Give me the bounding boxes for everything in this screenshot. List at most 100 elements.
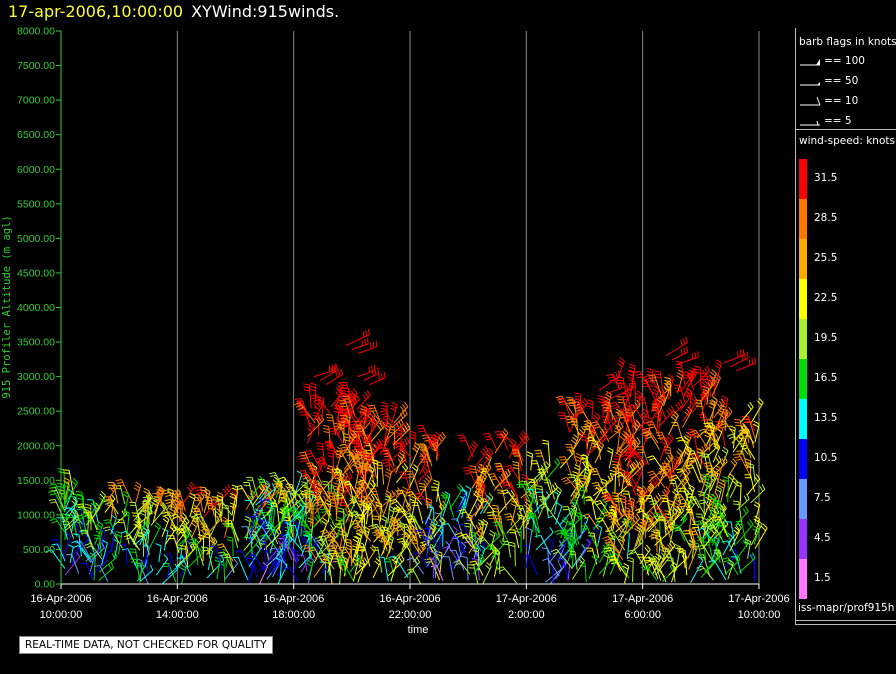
quality-notice: REAL-TIME DATA, NOT CHECKED FOR QUALITY (19, 636, 273, 654)
wind-barb (747, 463, 756, 483)
wind-barb (750, 397, 764, 423)
wind-barb (244, 499, 258, 522)
wind-barb (433, 431, 446, 452)
y-tick-label: 7000.00 (17, 95, 55, 107)
wind-barb (714, 359, 723, 387)
wind-barb (627, 556, 634, 583)
wind-barb (614, 471, 632, 487)
wind-barb (723, 349, 745, 364)
wind-barb (400, 486, 409, 509)
wind-barb (123, 534, 141, 551)
wind-barb (688, 543, 698, 570)
wind-barb (468, 527, 484, 554)
wind-barb (729, 425, 736, 449)
wind-barb (661, 497, 672, 518)
wind-barb (512, 449, 523, 466)
wind-barb (504, 464, 519, 480)
wind-barb (363, 367, 380, 382)
wind-barb (713, 516, 729, 538)
wind-barb (115, 479, 133, 504)
wind-barb (571, 544, 586, 569)
wind-barb (732, 453, 751, 476)
wind-barb (179, 524, 197, 546)
wind-barb (314, 503, 331, 526)
wind-barb (365, 417, 378, 444)
wind-barb (704, 440, 720, 459)
wind-barb (700, 372, 712, 398)
wind-barb (80, 529, 95, 550)
wind-barb (449, 483, 464, 510)
wind-barb (395, 442, 407, 464)
wind-barb (628, 549, 646, 570)
wind-barb (268, 472, 284, 489)
legend-divider (796, 129, 896, 130)
wind-barb (699, 378, 708, 400)
wind-barb (741, 415, 756, 432)
wind-barb (662, 540, 676, 562)
wind-barb (487, 545, 499, 570)
wind-barb (708, 559, 727, 581)
wind-barb (624, 413, 635, 440)
wind-barb (645, 495, 657, 514)
wind-barb (575, 538, 591, 565)
wind-barb (517, 514, 525, 540)
wind-barb (697, 544, 714, 563)
wind-barb (590, 421, 610, 443)
wind-barb (685, 388, 692, 415)
wind-barb (430, 486, 443, 510)
wind-barb (652, 402, 660, 430)
wind-barb (345, 543, 352, 568)
wind-barb (576, 512, 583, 534)
wind-barb (493, 471, 507, 491)
wind-barb (689, 496, 706, 516)
wind-barb (729, 477, 739, 499)
wind-barb (701, 433, 719, 455)
wind-barb (694, 365, 702, 390)
axes: 16-Apr-2006 10:00:00 16-Apr-2006 14:00:00 16… (17, 26, 790, 622)
colorbar-segment (799, 519, 807, 559)
wind-barb (372, 530, 394, 551)
wind-barb (471, 557, 480, 581)
wind-barb (606, 447, 614, 469)
wind-barb (582, 513, 600, 530)
y-tick-label: 500.00 (23, 544, 55, 556)
wind-barb (406, 470, 421, 495)
wind-barb (604, 380, 625, 395)
colorbar-segment (799, 199, 807, 239)
wind-barb (487, 511, 504, 535)
wind-barb (345, 538, 353, 567)
wind-barb (64, 496, 78, 516)
wind-barb (544, 457, 561, 482)
y-tick-label: 4500.00 (17, 267, 55, 279)
wind-barb (568, 550, 578, 570)
wind-barb (89, 552, 96, 581)
wind-barb (598, 370, 621, 391)
wind-barb (643, 492, 662, 517)
x-tick-date: 17-Apr-2006 (612, 593, 673, 605)
wind-barb (345, 451, 359, 473)
wind-barb (712, 442, 721, 463)
wind-barb (554, 529, 574, 548)
barb-symbol-icon (800, 59, 820, 66)
wind-barb (636, 446, 649, 465)
y-tick-label: 3500.00 (17, 337, 55, 349)
wind-barb (355, 557, 368, 575)
colorbar-segment (799, 159, 807, 199)
wind-barb (93, 534, 102, 556)
wind-barb (309, 382, 317, 410)
wind-barb (753, 515, 761, 536)
y-axis-label: 915 Profiler Altitude (m agl) (1, 215, 13, 398)
wind-barb (424, 537, 431, 561)
y-tick-label: 0.00 (35, 579, 56, 591)
wind-barb (141, 502, 149, 531)
wind-barb (229, 492, 237, 516)
wind-barb (101, 539, 108, 566)
wind-barb (383, 421, 392, 447)
wind-barb (722, 532, 734, 556)
wind-barb (579, 474, 588, 493)
wind-barb (611, 492, 621, 513)
wind-barb (325, 368, 344, 386)
wind-barb (367, 404, 384, 430)
wind-barb (429, 434, 439, 457)
wind-barb (487, 473, 503, 489)
